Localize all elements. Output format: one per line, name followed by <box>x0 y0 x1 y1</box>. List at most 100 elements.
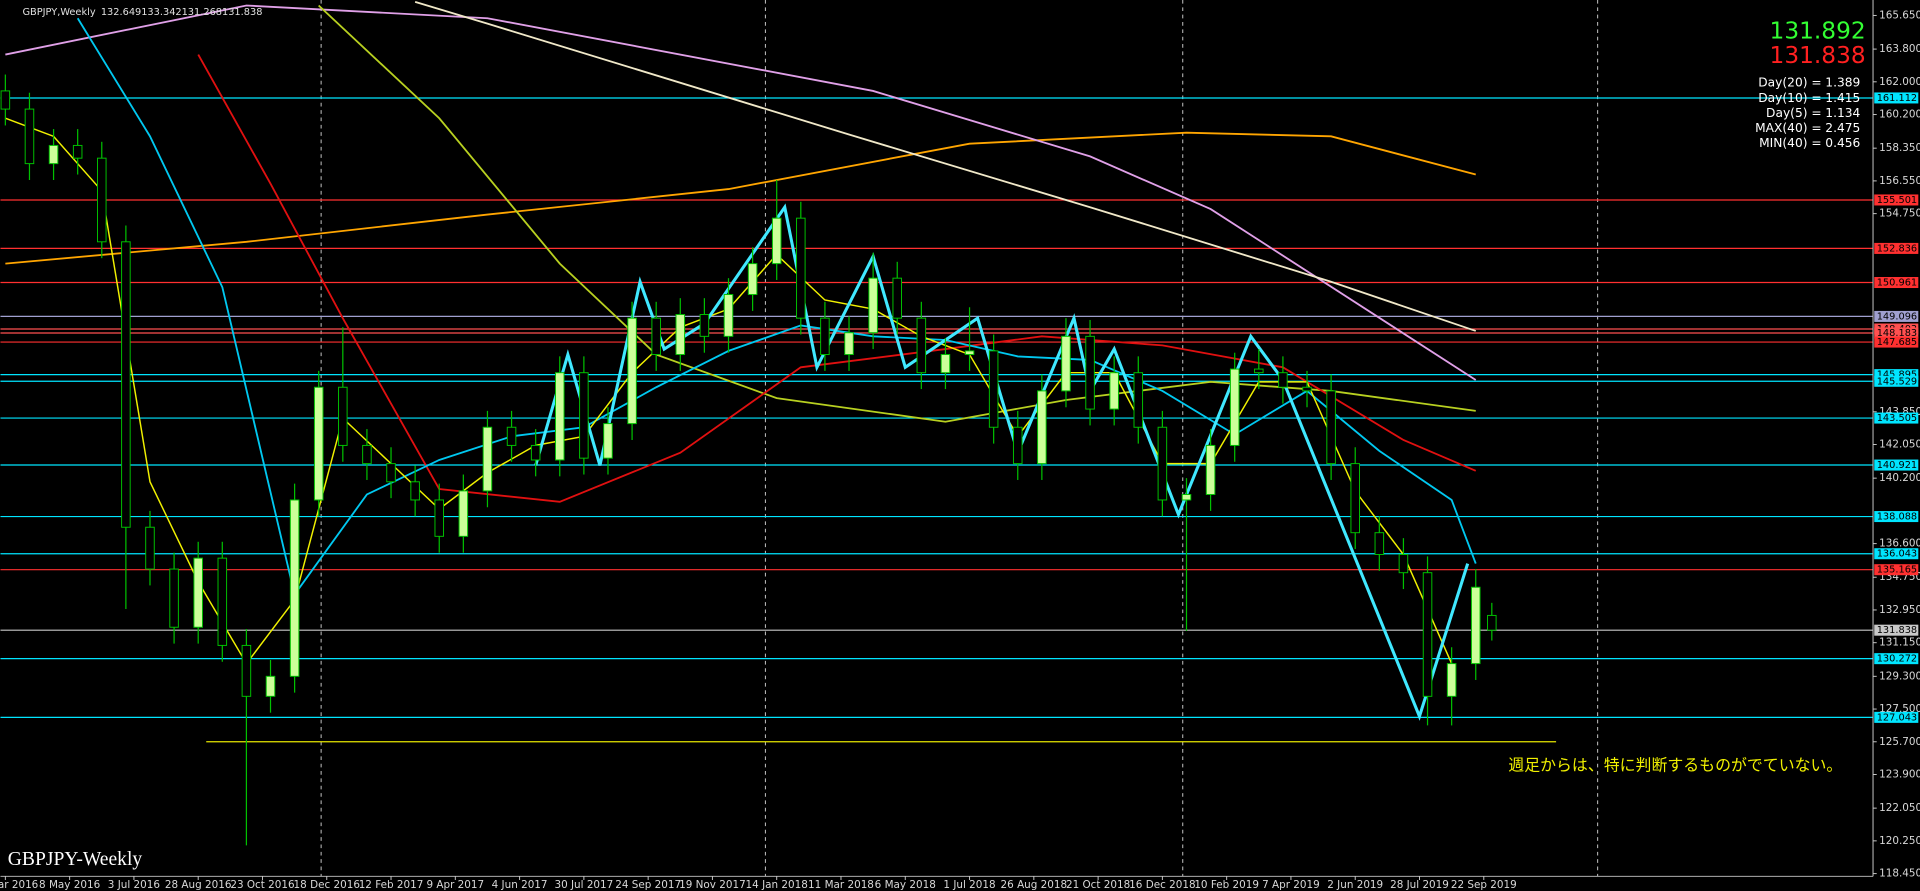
y-tick-label: 162.000 <box>1879 76 1920 88</box>
level-tag <box>1874 511 1919 523</box>
x-tick-label: 23 Oct 2016 <box>230 879 294 891</box>
candle-body <box>1109 372 1119 410</box>
candle-body <box>1422 572 1433 697</box>
candle-body <box>771 217 782 265</box>
candle-body <box>169 568 179 628</box>
candle-body <box>844 332 854 356</box>
x-tick-label: 8 May 2016 <box>39 879 100 891</box>
stat-label: MAX(40) = <box>1755 121 1821 135</box>
level-tag <box>1874 369 1919 381</box>
level-tag <box>1874 336 1919 348</box>
candle-body <box>651 317 661 356</box>
y-tick-label: 125.700 <box>1879 736 1920 748</box>
stat-value: 0.456 <box>1825 136 1860 150</box>
y-tick-label: 136.600 <box>1879 538 1920 550</box>
candle-body <box>627 317 637 425</box>
level-label: 135.165 <box>1877 565 1917 576</box>
level-tag <box>1874 624 1919 636</box>
candle-body <box>988 350 999 428</box>
candle-body <box>482 426 493 492</box>
candle-body <box>530 444 541 461</box>
header-value: 132.649 <box>101 7 141 18</box>
stat-label: MIN(40) = <box>1759 136 1821 150</box>
candles <box>0 74 1497 846</box>
candle-body <box>1350 463 1360 534</box>
x-tick-label: 6 May 2018 <box>875 879 936 891</box>
candle-body <box>747 263 758 296</box>
stat-value: 1.134 <box>1825 106 1860 120</box>
candle-body <box>579 372 589 459</box>
indicator-line <box>5 4 1477 381</box>
indicator-line <box>5 131 1476 265</box>
level-tag <box>1874 653 1919 665</box>
candle-body <box>1470 586 1481 665</box>
candle-body <box>1085 335 1095 410</box>
candle-body <box>1205 444 1216 496</box>
ask-price: 131.838 <box>1770 42 1866 69</box>
candle-body <box>289 499 300 677</box>
candle-body <box>699 314 710 337</box>
level-label: 161.112 <box>1877 93 1917 104</box>
level-tag <box>1874 242 1919 254</box>
y-tick-label: 160.200 <box>1879 109 1920 121</box>
candle-body <box>675 314 686 356</box>
x-tick-label: 18 Dec 2016 <box>294 879 360 891</box>
header-symbol: GBPJPY,Weekly <box>22 7 95 18</box>
stat-value: 1.415 <box>1825 91 1860 105</box>
stat-label: Day(10) = <box>1758 91 1821 105</box>
stat-value: 2.475 <box>1825 121 1860 135</box>
level-label: 155.501 <box>1877 195 1917 206</box>
x-tick-label: 14 Jan 2018 <box>746 879 808 891</box>
y-tick-label: 122.050 <box>1879 802 1920 814</box>
candle-body <box>121 241 131 528</box>
axes: 165.650 163.800 162.000 160.200 158.350 156.5… <box>0 9 1920 890</box>
y-tick-label: 140.200 <box>1879 472 1920 484</box>
x-tick-label: 30 Jul 2017 <box>554 879 613 891</box>
x-tick-label: 1 Jul 2018 <box>943 879 995 891</box>
candle-body <box>1374 532 1385 556</box>
level-tag <box>1874 327 1919 339</box>
annotation: 週足からは、特に判断するものがでていない。 <box>1508 756 1842 775</box>
x-tick-label: 13 Mar 2016 <box>0 879 38 891</box>
indicator-line <box>318 4 1476 423</box>
stat-label: Day(20) = <box>1758 76 1821 90</box>
candle-body <box>193 557 203 628</box>
y-tick-label: 123.900 <box>1879 769 1920 781</box>
levels <box>0 97 1874 743</box>
candle-body <box>1229 368 1240 446</box>
header-value: 133.342 <box>141 7 181 18</box>
y-tick-label: 156.550 <box>1879 175 1920 187</box>
level-label: 145.529 <box>1877 376 1917 387</box>
candle-body <box>97 157 107 243</box>
candle-body <box>964 350 975 356</box>
candle-body <box>145 526 155 570</box>
y-tick-label: 165.650 <box>1879 9 1920 21</box>
candle-body <box>1326 390 1336 465</box>
candle-body <box>723 294 734 337</box>
candle-body <box>362 444 372 465</box>
level-label: 148.183 <box>1877 328 1917 339</box>
period-separators <box>320 0 1599 877</box>
candle-body <box>1133 372 1144 428</box>
level-tag <box>1874 711 1919 723</box>
x-tick-label: 28 Aug 2016 <box>165 879 232 891</box>
level-label: 138.088 <box>1877 512 1917 523</box>
candle-body <box>434 499 445 537</box>
x-tick-label: 4 Jun 2017 <box>492 879 548 891</box>
level-label: 149.096 <box>1877 311 1917 322</box>
level-label: 127.043 <box>1877 712 1917 723</box>
level-tag <box>1874 310 1919 322</box>
bid-price: 131.892 <box>1770 17 1866 44</box>
y-tick-label: 163.800 <box>1879 43 1920 55</box>
candle-body <box>1157 426 1168 501</box>
indicator-line <box>414 0 1477 332</box>
level-label: 140.921 <box>1877 460 1917 471</box>
candle-body <box>458 490 469 537</box>
level-tag <box>1874 277 1919 289</box>
level-tag <box>1874 412 1919 424</box>
y-tick-label: 142.050 <box>1879 439 1920 451</box>
y-tick-label: 132.950 <box>1879 604 1920 616</box>
candle-body <box>796 217 806 319</box>
